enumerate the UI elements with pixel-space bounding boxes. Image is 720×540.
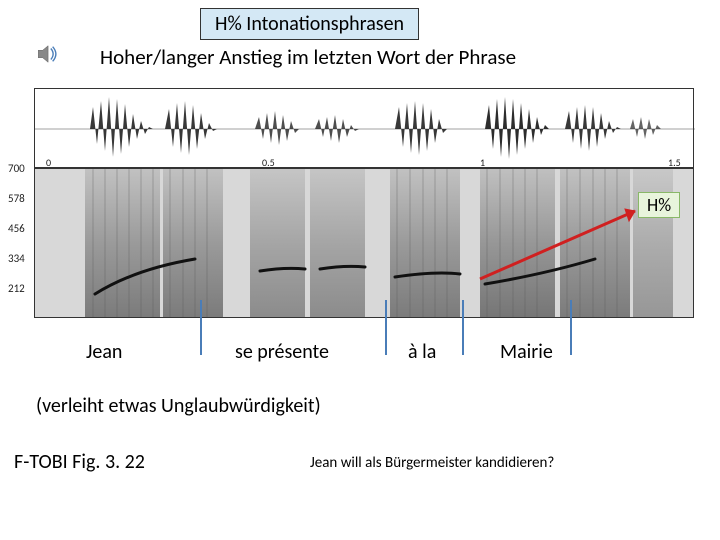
footer-left: F-TOBI Fig. 3. 22 <box>14 450 145 474</box>
word-a-la: à la <box>408 340 436 364</box>
title-text: H% Intonationsphrasen <box>215 12 404 36</box>
speaker-icon <box>38 44 60 64</box>
y-tick-456: 456 <box>8 222 25 235</box>
h-percent-box: H% <box>638 192 680 218</box>
waveform-panel <box>34 88 694 168</box>
y-tick-700: 700 <box>8 162 25 175</box>
word-jean: Jean <box>86 340 122 364</box>
word-se-presente: se présente <box>235 340 329 364</box>
h-percent-label: H% <box>647 194 671 216</box>
segment-line-4 <box>570 300 572 355</box>
y-tick-334: 334 <box>8 252 25 265</box>
word-mairie: Mairie <box>500 340 553 364</box>
segment-line-3 <box>462 300 464 355</box>
y-tick-212: 212 <box>8 282 25 295</box>
comment-text: (verleiht etwas Unglaubwürdigkeit) <box>36 394 321 418</box>
title-box: H% Intonationsphrasen <box>200 8 419 40</box>
spectrogram-panel <box>34 168 694 318</box>
footer-right: Jean will als Bürgermeister kandidieren? <box>310 454 554 472</box>
segment-line-1 <box>200 300 202 355</box>
y-tick-578: 578 <box>8 192 25 205</box>
segment-line-2 <box>385 300 387 355</box>
subtitle: Hoher/langer Anstieg im letzten Wort der… <box>100 44 516 70</box>
